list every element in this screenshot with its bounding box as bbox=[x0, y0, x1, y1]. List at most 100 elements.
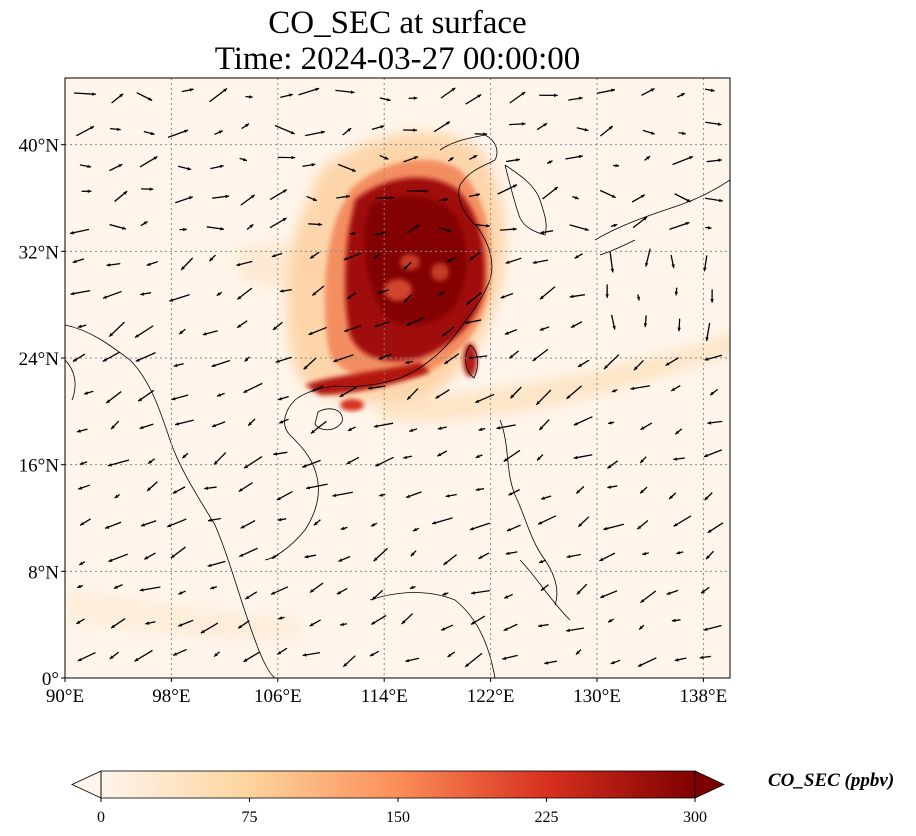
longitude-tick-label: 138°E bbox=[680, 686, 728, 707]
wind-arrow-head bbox=[451, 87, 456, 92]
wind-arrow-head bbox=[569, 294, 574, 299]
wind-arrow-head bbox=[599, 557, 604, 561]
colorbar-ticks: 0 75 150 225 300 bbox=[97, 798, 707, 826]
wind-arrow-head bbox=[340, 526, 345, 531]
wind-arrow-head bbox=[375, 463, 380, 467]
wind-arrow-head bbox=[471, 591, 475, 595]
wind-arrow-head bbox=[413, 527, 418, 532]
wind-arrow-head bbox=[475, 454, 480, 458]
wind-arrow-head bbox=[243, 658, 248, 662]
wind-arrow-head bbox=[539, 295, 544, 300]
latitude-tick-labels: 0° 8°N 16°N 24°N 32°N 40°N bbox=[19, 136, 65, 690]
wind-arrow-head bbox=[554, 93, 558, 98]
wind-arrow-head bbox=[347, 427, 352, 431]
wind-arrow-head bbox=[540, 587, 545, 591]
wind-arrow-head bbox=[573, 422, 578, 426]
wind-arrow-head bbox=[505, 260, 510, 264]
wind-arrow-head bbox=[148, 97, 153, 101]
wind-arrow-head bbox=[313, 521, 318, 526]
wind-arrow-head bbox=[409, 585, 414, 590]
wind-arrow-head bbox=[674, 658, 679, 662]
wind-arrow-head bbox=[225, 194, 230, 199]
wind-arrow-head bbox=[541, 496, 546, 500]
wind-arrow-head bbox=[277, 517, 282, 522]
wind-arrow-head bbox=[710, 299, 714, 303]
longitude-tick-label: 90°E bbox=[46, 686, 84, 707]
wind-arrow-head bbox=[466, 301, 471, 305]
wind-arrow-head bbox=[181, 266, 185, 270]
wind-arrow-head bbox=[189, 88, 194, 92]
wind-arrow-head bbox=[566, 554, 571, 559]
latitude-tick-label: 0° bbox=[42, 669, 59, 690]
coastlines bbox=[65, 134, 730, 678]
wind-arrow-head bbox=[673, 522, 678, 527]
wind-arrow-head bbox=[200, 629, 205, 634]
wind-arrow-head bbox=[445, 494, 450, 498]
wind-arrow-head bbox=[116, 127, 121, 132]
wind-arrow-head bbox=[373, 424, 378, 428]
wind-arrow-head bbox=[72, 259, 77, 264]
wind-arrow-head bbox=[401, 620, 406, 625]
wind-arrow-head bbox=[239, 553, 244, 557]
wind-arrow-head bbox=[603, 526, 608, 531]
wind-arrow-head bbox=[438, 291, 443, 295]
wind-arrow-head bbox=[179, 330, 184, 335]
wind-arrow-head bbox=[574, 195, 579, 200]
wind-arrow-head bbox=[140, 523, 145, 527]
wind-arrow-head bbox=[336, 590, 341, 595]
wind-arrow-head bbox=[275, 359, 280, 363]
wind-arrow-head bbox=[145, 621, 150, 625]
wind-arrow-head bbox=[665, 362, 670, 366]
wind-arrow-head bbox=[703, 453, 708, 458]
wind-arrow-head bbox=[676, 551, 681, 555]
wind-arrow-head bbox=[403, 455, 408, 460]
plume-hole bbox=[384, 279, 412, 301]
wind-arrow-head bbox=[671, 387, 676, 391]
wind-arrow-shaft bbox=[73, 92, 96, 95]
wind-arrow-head bbox=[442, 592, 447, 596]
wind-arrow-head bbox=[207, 563, 212, 567]
colorbar-tick-label: 225 bbox=[535, 809, 559, 826]
wind-arrow-head bbox=[183, 227, 187, 232]
wind-arrow-head bbox=[178, 623, 183, 627]
plume-band-pacific bbox=[380, 333, 730, 422]
coastline-korea bbox=[504, 164, 547, 236]
wind-arrow-head bbox=[304, 554, 309, 559]
wind-arrow-head bbox=[344, 328, 349, 332]
wind-arrow-head bbox=[250, 194, 255, 199]
wind-arrow-head bbox=[675, 430, 680, 435]
wind-arrow-head bbox=[650, 131, 655, 135]
wind-arrow-head bbox=[270, 591, 275, 595]
wind-arrow-head bbox=[686, 198, 691, 202]
wind-arrow-head bbox=[372, 596, 376, 601]
colorbar-label: CO_SEC (ppbv) bbox=[768, 770, 895, 791]
wind-arrow-head bbox=[409, 428, 414, 432]
wind-arrow-head bbox=[214, 460, 218, 465]
wind-arrow-head bbox=[245, 123, 250, 128]
wind-arrow-shaft bbox=[209, 87, 228, 103]
wind-arrow-head bbox=[173, 363, 178, 367]
latitude-tick-label: 40°N bbox=[19, 136, 60, 157]
wind-arrow-head bbox=[640, 599, 645, 603]
wind-arrow-head bbox=[717, 122, 722, 126]
wind-arrow-head bbox=[368, 386, 372, 390]
wind-arrow-head bbox=[318, 222, 323, 227]
wind-arrow-head bbox=[639, 625, 643, 630]
wind-arrow-head bbox=[220, 227, 224, 231]
wind-arrow-head bbox=[671, 264, 675, 269]
wind-arrow-head bbox=[689, 156, 694, 160]
wind-arrow-head bbox=[306, 485, 311, 490]
wind-arrow-head bbox=[343, 662, 348, 667]
wind-arrow-head bbox=[332, 493, 337, 498]
wind-arrow-head bbox=[310, 429, 315, 434]
wind-arrow-head bbox=[171, 396, 176, 401]
wind-arrow-head bbox=[633, 366, 638, 371]
wind-arrow-head bbox=[469, 526, 474, 531]
map-frame bbox=[64, 77, 731, 679]
plume-coastal-strip bbox=[305, 362, 430, 395]
wind-arrow-head bbox=[248, 421, 253, 426]
wind-arrow-head bbox=[72, 358, 77, 362]
wind-arrow-head bbox=[508, 491, 513, 496]
wind-arrow-head bbox=[138, 397, 143, 402]
wind-arrow-head bbox=[469, 256, 474, 261]
